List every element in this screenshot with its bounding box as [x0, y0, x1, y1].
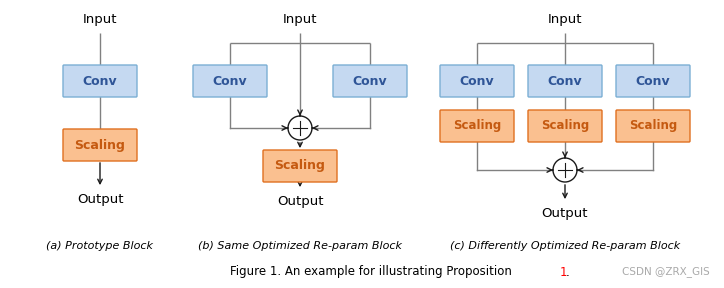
- Text: (a) Prototype Block: (a) Prototype Block: [46, 241, 153, 251]
- FancyBboxPatch shape: [193, 65, 267, 97]
- FancyBboxPatch shape: [63, 65, 137, 97]
- Text: Output: Output: [542, 207, 588, 221]
- Text: (b) Same Optimized Re-param Block: (b) Same Optimized Re-param Block: [198, 241, 402, 251]
- Text: (c) Differently Optimized Re-param Block: (c) Differently Optimized Re-param Block: [450, 241, 680, 251]
- Text: Input: Input: [283, 14, 317, 26]
- Text: Input: Input: [83, 14, 117, 26]
- Text: CSDN @ZRX_GIS: CSDN @ZRX_GIS: [622, 267, 710, 277]
- Text: Conv: Conv: [213, 75, 248, 88]
- Text: Output: Output: [277, 194, 323, 207]
- Text: Conv: Conv: [636, 75, 670, 88]
- FancyBboxPatch shape: [616, 65, 690, 97]
- Text: Conv: Conv: [547, 75, 582, 88]
- Circle shape: [288, 116, 312, 140]
- Circle shape: [553, 158, 577, 182]
- FancyBboxPatch shape: [528, 65, 602, 97]
- FancyBboxPatch shape: [333, 65, 407, 97]
- Text: Conv: Conv: [460, 75, 494, 88]
- Text: Scaling: Scaling: [453, 120, 501, 132]
- FancyBboxPatch shape: [616, 110, 690, 142]
- Text: 1: 1: [560, 266, 567, 278]
- Text: Figure 1. An example for illustrating Proposition: Figure 1. An example for illustrating Pr…: [230, 266, 515, 278]
- FancyBboxPatch shape: [528, 110, 602, 142]
- FancyBboxPatch shape: [63, 129, 137, 161]
- Text: Scaling: Scaling: [75, 139, 125, 151]
- Text: Scaling: Scaling: [541, 120, 589, 132]
- Text: Input: Input: [548, 14, 582, 26]
- Text: Scaling: Scaling: [629, 120, 677, 132]
- FancyBboxPatch shape: [263, 150, 337, 182]
- FancyBboxPatch shape: [440, 65, 514, 97]
- Text: Scaling: Scaling: [274, 160, 325, 173]
- Text: Conv: Conv: [353, 75, 387, 88]
- Text: Conv: Conv: [83, 75, 117, 88]
- Text: .: .: [565, 266, 569, 278]
- FancyBboxPatch shape: [440, 110, 514, 142]
- Text: Output: Output: [77, 194, 123, 206]
